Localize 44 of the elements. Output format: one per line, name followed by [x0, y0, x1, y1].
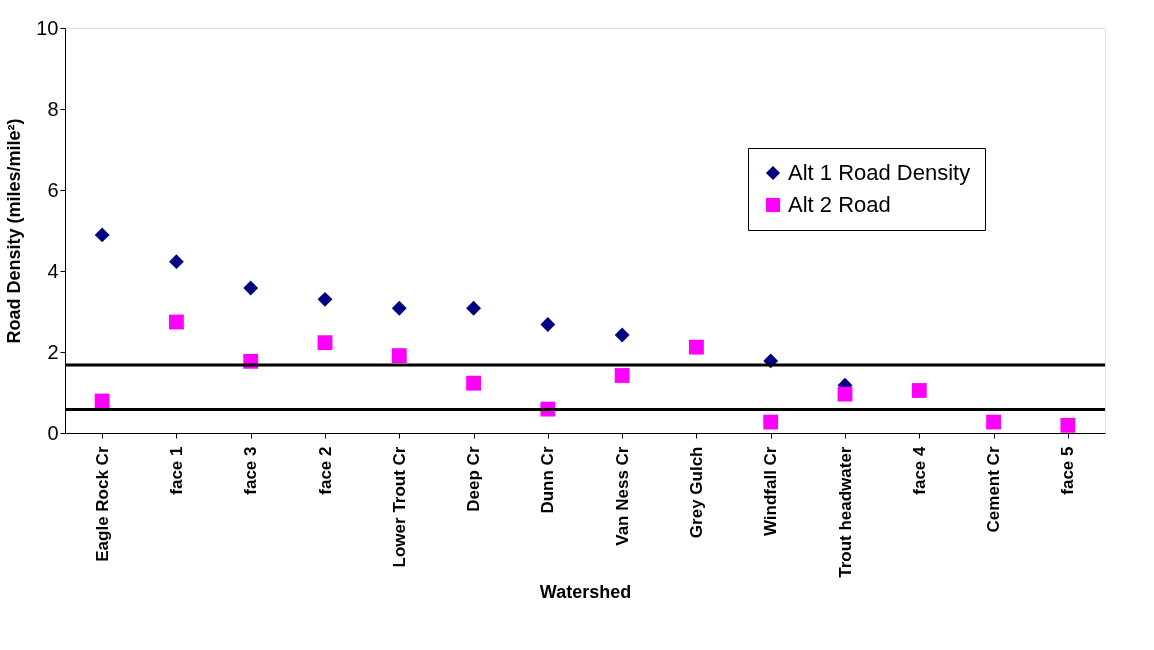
x-tick-label: Van Ness Cr	[612, 446, 632, 546]
point	[391, 348, 407, 364]
point	[614, 368, 630, 383]
x-axis-title: Watershed	[539, 581, 632, 602]
x-tick-label: Cement Cr	[984, 446, 1004, 533]
point	[466, 300, 481, 316]
y-tick-label: 0	[47, 421, 59, 444]
point	[614, 327, 630, 343]
point	[317, 335, 333, 351]
legend-label: Alt 1 Road Density	[788, 160, 971, 185]
x-tick-label: Eagle Rock Cr	[92, 446, 112, 562]
legend-label: Alt 2 Road	[788, 192, 891, 217]
x-tick-label: face 1	[166, 446, 186, 495]
x-tick-label: Lower Trout Cr	[389, 446, 409, 568]
point	[540, 317, 556, 332]
y-tick-label: 4	[47, 259, 59, 282]
x-tick-label: Trout headwater	[835, 446, 855, 578]
x-tick-label: Deep Cr	[464, 446, 484, 512]
point	[94, 393, 110, 409]
point	[169, 314, 184, 330]
point	[94, 227, 110, 243]
x-tick-label: face 2	[315, 446, 335, 495]
point	[243, 280, 259, 296]
x-tick-label: face 3	[241, 446, 261, 495]
y-axis-title: Road Density (miles/mile²)	[4, 118, 25, 344]
point	[391, 300, 407, 316]
point	[911, 383, 927, 398]
x-tick-label: Windfall Cr	[761, 446, 781, 537]
x-tick-label: face 5	[1058, 446, 1078, 495]
y-tick-label: 2	[47, 340, 59, 363]
y-tick-label: 8	[47, 97, 59, 120]
x-tick-label: Grey Gulch	[686, 446, 706, 539]
point	[317, 291, 333, 307]
point	[689, 339, 704, 355]
point	[837, 386, 853, 402]
point	[169, 254, 184, 270]
x-tick-label: face 4	[909, 445, 929, 495]
point	[466, 375, 481, 391]
point	[1060, 417, 1076, 433]
y-tick-label: 6	[47, 178, 59, 201]
x-tick-label: Dunn Cr	[538, 446, 558, 514]
point	[763, 414, 779, 430]
point	[986, 414, 1001, 430]
y-tick-label: 10	[36, 16, 59, 39]
